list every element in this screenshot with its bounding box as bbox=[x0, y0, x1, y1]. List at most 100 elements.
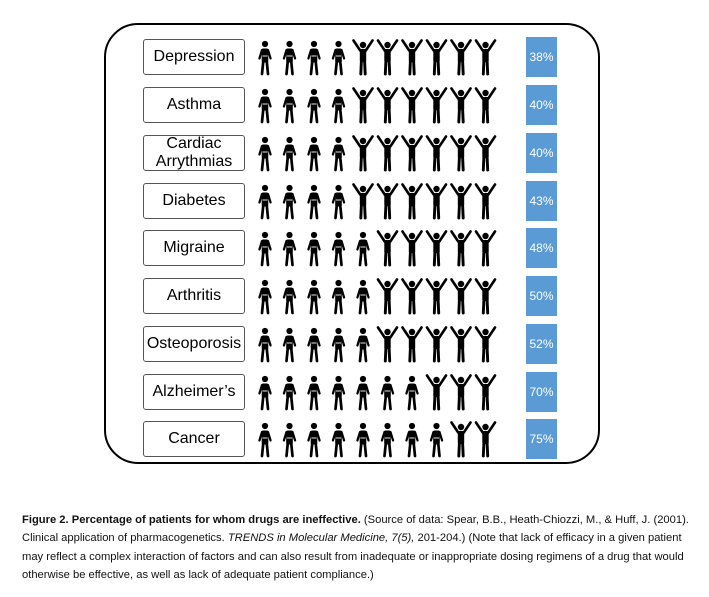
person-ineffective-icon bbox=[282, 40, 297, 76]
chart-row: Alzheimer’s 70% bbox=[0, 372, 709, 412]
person-ineffective-icon bbox=[282, 184, 297, 220]
percent-label: 38% bbox=[526, 37, 557, 77]
person-ineffective-icon bbox=[380, 422, 395, 458]
person-effective-icon bbox=[376, 87, 399, 124]
person-ineffective-icon bbox=[258, 184, 272, 220]
figure-caption: Figure 2. Percentage of patients for who… bbox=[22, 511, 692, 585]
person-icon-group bbox=[258, 39, 497, 76]
category-label-line: Cancer bbox=[168, 430, 220, 447]
person-ineffective-icon bbox=[307, 40, 321, 76]
person-icon-group bbox=[258, 230, 497, 267]
person-effective-icon bbox=[376, 135, 399, 172]
person-effective-icon bbox=[474, 230, 497, 267]
person-effective-icon bbox=[474, 326, 497, 363]
person-icon-group bbox=[258, 374, 497, 411]
person-ineffective-icon bbox=[282, 88, 297, 124]
person-effective-icon bbox=[352, 135, 374, 172]
category-label: Depression bbox=[143, 39, 245, 75]
person-ineffective-icon bbox=[282, 231, 297, 267]
person-icon-group bbox=[258, 421, 497, 458]
person-effective-icon bbox=[425, 39, 448, 76]
person-ineffective-icon bbox=[258, 327, 272, 363]
person-ineffective-icon bbox=[307, 422, 321, 458]
category-label: Migraine bbox=[143, 230, 245, 266]
person-effective-icon bbox=[450, 278, 472, 315]
person-effective-icon bbox=[401, 326, 423, 363]
person-ineffective-icon bbox=[405, 422, 419, 458]
person-ineffective-icon bbox=[331, 422, 346, 458]
category-label: Alzheimer’s bbox=[143, 374, 245, 410]
percent-label: 40% bbox=[526, 133, 557, 173]
person-effective-icon bbox=[376, 183, 399, 220]
person-ineffective-icon bbox=[380, 375, 395, 411]
person-ineffective-icon bbox=[356, 375, 370, 411]
person-ineffective-icon bbox=[356, 422, 370, 458]
person-ineffective-icon bbox=[331, 88, 346, 124]
person-ineffective-icon bbox=[331, 375, 346, 411]
person-effective-icon bbox=[425, 326, 448, 363]
person-effective-icon bbox=[401, 278, 423, 315]
person-ineffective-icon bbox=[282, 136, 297, 172]
percent-label: 50% bbox=[526, 276, 557, 316]
person-ineffective-icon bbox=[307, 136, 321, 172]
category-label-line: Diabetes bbox=[162, 192, 226, 209]
person-ineffective-icon bbox=[282, 422, 297, 458]
person-ineffective-icon bbox=[258, 231, 272, 267]
chart-row: Arthritis 50% bbox=[0, 276, 709, 316]
person-ineffective-icon bbox=[258, 136, 272, 172]
person-effective-icon bbox=[425, 87, 448, 124]
chart-row: Cardiac Arrythmias 40% bbox=[0, 133, 709, 173]
person-effective-icon bbox=[450, 421, 472, 458]
person-ineffective-icon bbox=[307, 327, 321, 363]
chart-row: Migraine 48% bbox=[0, 228, 709, 268]
person-effective-icon bbox=[401, 39, 423, 76]
person-ineffective-icon bbox=[307, 375, 321, 411]
person-effective-icon bbox=[474, 87, 497, 124]
percent-label: 70% bbox=[526, 372, 557, 412]
person-icon-group bbox=[258, 326, 497, 363]
person-ineffective-icon bbox=[307, 279, 321, 315]
person-effective-icon bbox=[450, 87, 472, 124]
percent-label: 52% bbox=[526, 324, 557, 364]
person-ineffective-icon bbox=[429, 422, 444, 458]
chart-row: Asthma 40% bbox=[0, 85, 709, 125]
person-effective-icon bbox=[450, 230, 472, 267]
chart-row: Osteoporosis 52% bbox=[0, 324, 709, 364]
person-effective-icon bbox=[401, 230, 423, 267]
percent-label: 43% bbox=[526, 181, 557, 221]
chart-frame bbox=[104, 23, 600, 464]
person-effective-icon bbox=[376, 278, 399, 315]
person-ineffective-icon bbox=[331, 327, 346, 363]
category-label-line: Depression bbox=[153, 48, 235, 65]
person-effective-icon bbox=[352, 87, 374, 124]
person-effective-icon bbox=[376, 326, 399, 363]
person-effective-icon bbox=[425, 374, 448, 411]
percent-label: 75% bbox=[526, 419, 557, 459]
category-label: Osteoporosis bbox=[143, 326, 245, 362]
person-ineffective-icon bbox=[282, 327, 297, 363]
person-effective-icon bbox=[450, 326, 472, 363]
person-icon-group bbox=[258, 135, 497, 172]
person-ineffective-icon bbox=[258, 88, 272, 124]
person-effective-icon bbox=[450, 183, 472, 220]
category-label-line: Alzheimer’s bbox=[152, 383, 236, 400]
category-label-line: Asthma bbox=[166, 96, 222, 113]
category-label: Cardiac Arrythmias bbox=[143, 135, 245, 171]
person-effective-icon bbox=[401, 135, 423, 172]
caption-note: 201-204.) (Note that lack of efficacy in… bbox=[22, 532, 684, 582]
person-ineffective-icon bbox=[258, 422, 272, 458]
caption-source: (Source of data: Spear, B.B., Heath-Chio… bbox=[22, 514, 689, 545]
person-effective-icon bbox=[401, 183, 423, 220]
person-ineffective-icon bbox=[331, 279, 346, 315]
person-effective-icon bbox=[450, 39, 472, 76]
category-label: Cancer bbox=[143, 421, 245, 457]
person-ineffective-icon bbox=[258, 40, 272, 76]
caption-title: Figure 2. Percentage of patients for who… bbox=[22, 514, 361, 526]
person-ineffective-icon bbox=[307, 88, 321, 124]
category-label-line: Cardiac bbox=[166, 135, 222, 152]
person-effective-icon bbox=[352, 39, 374, 76]
person-effective-icon bbox=[376, 39, 399, 76]
person-effective-icon bbox=[474, 421, 497, 458]
person-ineffective-icon bbox=[258, 279, 272, 315]
person-effective-icon bbox=[425, 278, 448, 315]
